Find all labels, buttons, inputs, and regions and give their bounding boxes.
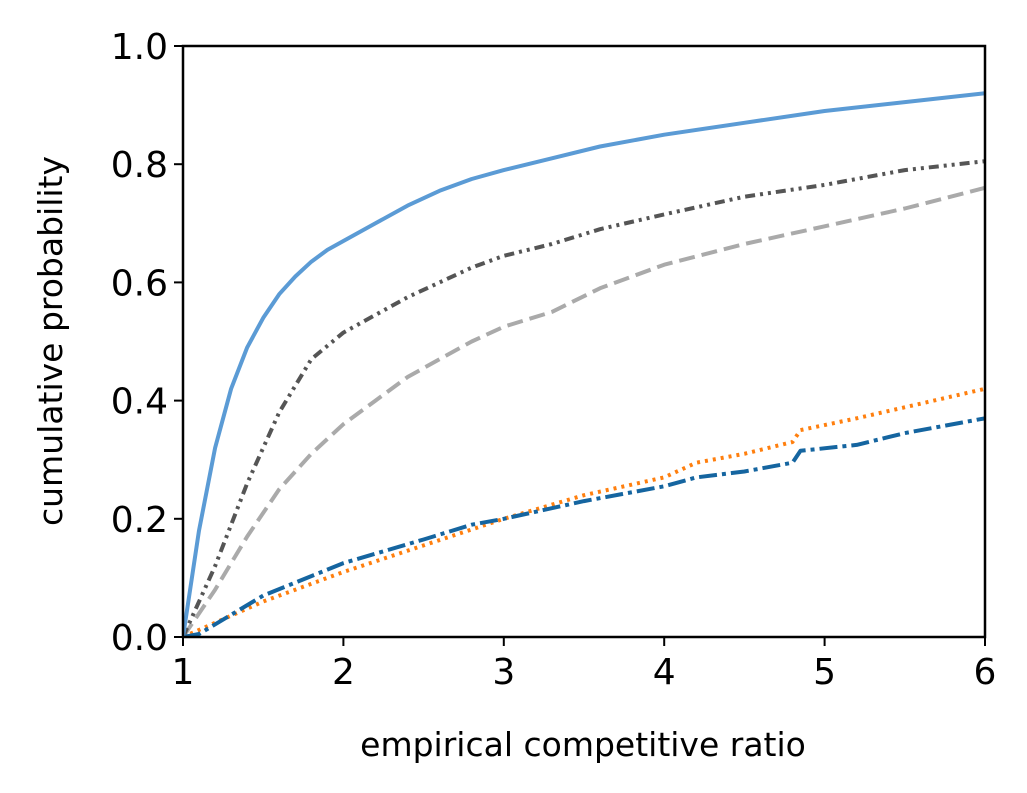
y-tick-label: 0.0 — [111, 618, 168, 659]
x-tick-label: 5 — [813, 652, 836, 693]
y-axis-label: cumulative probability — [31, 156, 70, 526]
series-line-3 — [183, 185, 985, 637]
series-layer — [183, 91, 985, 637]
x-tick-label: 4 — [653, 652, 676, 693]
plot-frame — [181, 44, 987, 639]
x-tick-label: 1 — [172, 652, 195, 693]
y-tick-label: 1.0 — [111, 27, 168, 68]
y-tick-label: 0.8 — [111, 145, 168, 186]
y-tick-label: 0.6 — [111, 263, 168, 304]
y-tick-label: 0.2 — [111, 500, 168, 541]
y-tick-label: 0.4 — [111, 382, 168, 423]
series-line-2 — [183, 159, 985, 637]
series-line-4 — [183, 386, 985, 637]
series-line-5 — [183, 416, 985, 637]
x-axis-label: empirical competitive ratio — [360, 725, 806, 764]
axes-layer: 1 2 3 4 5 6 0.0 0.2 0.4 0.6 0.8 1.0 — [111, 27, 997, 693]
series-line-1 — [183, 91, 985, 637]
x-tick-label: 3 — [492, 652, 515, 693]
x-tick-label: 2 — [332, 652, 355, 693]
x-tick-label: 6 — [974, 652, 997, 693]
